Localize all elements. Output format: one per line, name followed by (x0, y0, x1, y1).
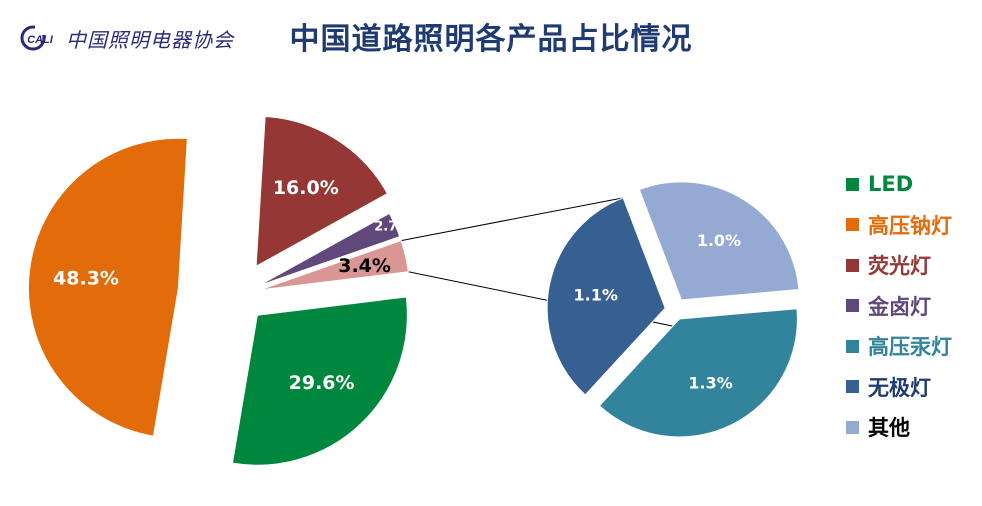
logo-mark-text: CALI (27, 34, 54, 46)
secondary-slice-label-1: 1.1% (574, 286, 618, 305)
logo-text: 中国照明电器协会 (66, 27, 234, 52)
legend-swatch (846, 380, 859, 394)
main-slice-1 (27, 137, 188, 437)
legend: LED 高压钠灯荧光灯金卤灯高压汞灯无极灯其他 (846, 164, 952, 448)
main-pie: 29.6% 48.3% 16.0% 2.7% 3.4% (27, 115, 410, 466)
main-slice-4 (259, 239, 409, 291)
secondary-slice-label-2: 1.0% (697, 231, 741, 250)
legend-label: LED (868, 172, 914, 197)
legend-label: 无极灯 (868, 375, 931, 400)
secondary-slice-label-0: 1.3% (688, 374, 732, 393)
main-slice-label-1: 48.3% (53, 267, 119, 289)
legend-label: 高压钠灯 (868, 213, 952, 238)
legend-item-1: 高压钠灯 (846, 205, 952, 246)
secondary-pie: 1.3% 1.1% 1.0% (546, 181, 800, 438)
legend-swatch (846, 177, 859, 191)
legend-item-6: 其他 (846, 407, 952, 448)
secondary-slice-0 (598, 308, 798, 438)
legend-swatch (846, 420, 859, 434)
cali-logo-icon: CALI (20, 25, 54, 51)
main-slice-label-4: 3.4% (338, 255, 391, 277)
legend-label: 荧光灯 (868, 254, 931, 279)
legend-item-5: 无极灯 (846, 367, 952, 408)
legend-label: 金卤灯 (868, 294, 931, 319)
chart-title: 中国道路照明各产品占比情况 (289, 22, 693, 57)
secondary-slice-1 (546, 197, 666, 396)
legend-item-0: LED (846, 164, 952, 205)
legend-label: 高压汞灯 (868, 335, 952, 360)
legend-swatch (846, 218, 859, 232)
legend-item-2: 荧光灯 (846, 245, 952, 286)
legend-swatch (846, 258, 859, 272)
main-slice-label-2: 16.0% (273, 177, 339, 199)
main-slice-label-3: 2.7% (374, 220, 410, 235)
legend-swatch (846, 339, 859, 353)
legend-swatch (846, 299, 859, 313)
legend-label: 其他 (868, 416, 910, 441)
main-slice-3 (257, 212, 401, 287)
connector-line-top (400, 197, 624, 242)
main-slice-2 (255, 115, 389, 268)
main-slice-label-0: 29.6% (289, 372, 355, 394)
main-slice-0 (231, 296, 408, 466)
legend-item-3: 金卤灯 (846, 286, 952, 327)
association-logo: CALI 中国照明电器协会 (20, 20, 234, 56)
legend-item-4: 高压汞灯 (846, 326, 952, 367)
secondary-slice-2 (638, 181, 800, 301)
